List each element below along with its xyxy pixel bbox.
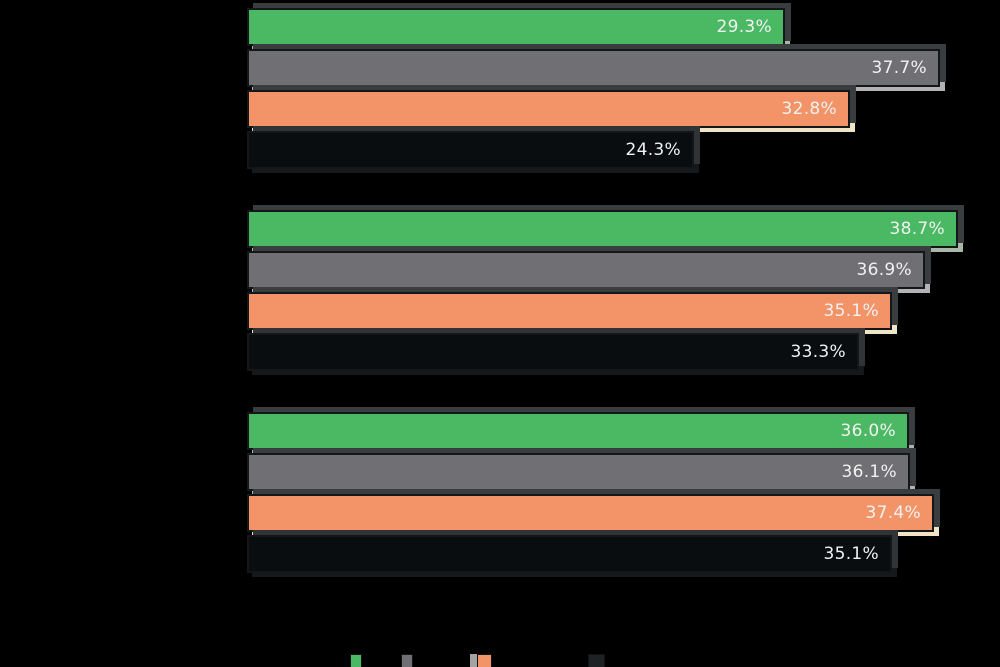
legend-swatch-green [350,654,362,667]
bar-group2-orange: 35.1% [247,292,892,330]
legend-swatch-gray [401,654,413,667]
legend-swatch-orange [477,654,492,667]
legend-swatch-dark [588,654,605,667]
legend [0,654,1000,667]
bar-value-label: 36.0% [840,421,896,441]
bar-value-label: 36.1% [841,462,897,482]
bar-value-label: 38.7% [889,219,945,239]
bar-value-label: 29.3% [716,17,772,37]
bar-group3-gray: 36.1% [247,453,910,491]
bar-value-label: 35.1% [823,544,879,564]
bar-value-label: 33.3% [790,342,846,362]
bar-value-label: 35.1% [823,301,879,321]
bar-group3-orange: 37.4% [247,494,934,532]
bar-value-label: 37.7% [871,58,927,78]
bar-group3-green: 36.0% [247,412,909,450]
bar-group1-black: 24.3% [247,131,694,169]
bar-value-label: 36.9% [856,260,912,280]
bar-group2-gray: 36.9% [247,251,925,289]
bar-group1-green: 29.3% [247,8,785,46]
bar-value-label: 24.3% [625,140,681,160]
bar-group2-green: 38.7% [247,210,958,248]
bar-group1-gray: 37.7% [247,49,940,87]
legend-swatch-artifact [470,654,477,667]
bar-group1-orange: 32.8% [247,90,850,128]
bar-group3-black: 35.1% [247,535,892,573]
bar-group2-black: 33.3% [247,333,859,371]
bar-value-label: 32.8% [781,99,837,119]
bar-value-label: 37.4% [865,503,921,523]
